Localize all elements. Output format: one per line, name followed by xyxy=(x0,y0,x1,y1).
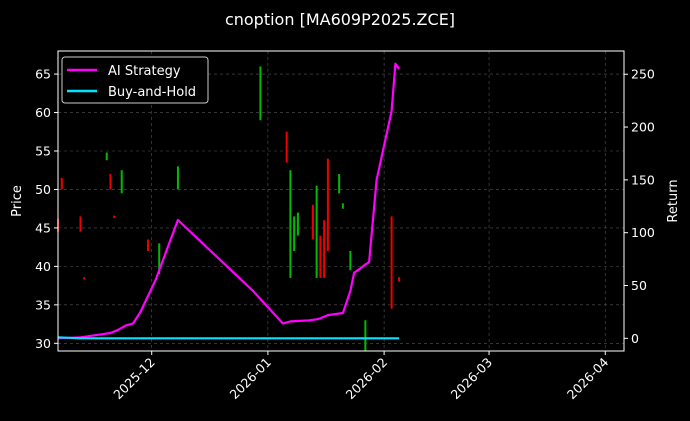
series-line-ai-strategy xyxy=(57,62,401,340)
candle-up xyxy=(120,170,123,194)
candle-up xyxy=(338,174,341,194)
candle-up xyxy=(158,243,161,275)
grid xyxy=(58,51,624,351)
y-tick-label: 30 xyxy=(35,336,51,351)
y-tick-label: 45 xyxy=(35,220,51,235)
y2-tick-label: 50 xyxy=(631,278,647,293)
series-lines xyxy=(57,62,401,340)
y2-tick-label: 200 xyxy=(631,120,655,135)
y2-tick-label: 100 xyxy=(631,225,655,240)
candle-up xyxy=(293,216,296,251)
y2-tick-label: 0 xyxy=(631,331,639,346)
candle-up xyxy=(259,66,262,121)
series-line-buy-and-hold xyxy=(57,336,400,340)
candle-down xyxy=(113,215,116,218)
candle-up xyxy=(289,170,292,278)
y2-axis-label: Return xyxy=(666,179,681,222)
candle-up xyxy=(341,203,344,209)
candle-up xyxy=(349,251,352,271)
y-tick-label: 50 xyxy=(35,182,51,197)
y-tick-label: 65 xyxy=(35,67,51,82)
candle-down xyxy=(390,216,393,309)
candle-up xyxy=(105,152,108,161)
candle-up xyxy=(364,320,367,351)
candle-down xyxy=(319,235,322,278)
legend-label-buy-and-hold: Buy-and-Hold xyxy=(108,85,196,100)
candle-down xyxy=(79,216,82,232)
candle-down xyxy=(109,174,112,190)
y-tick-label: 40 xyxy=(35,259,51,274)
candle-up xyxy=(315,185,318,278)
candle-down xyxy=(146,239,149,251)
candle-up xyxy=(176,166,179,190)
candle-down xyxy=(60,177,63,190)
y-tick-label: 35 xyxy=(35,297,51,312)
y2-tick-label: 250 xyxy=(631,67,655,82)
y2-tick-label: 150 xyxy=(631,172,655,187)
legend-label-ai-strategy: AI Strategy xyxy=(108,64,181,79)
candle-down xyxy=(83,277,86,280)
y-axis-label: Price xyxy=(10,185,25,217)
candles xyxy=(57,66,401,351)
plot-frame xyxy=(57,50,625,352)
candle-down xyxy=(311,204,314,240)
legend-box xyxy=(61,56,209,104)
candle-down xyxy=(285,131,288,163)
candle-down xyxy=(326,158,329,251)
chart-title: cnoption [MA609P2025.ZCE] xyxy=(225,10,455,29)
candle-up xyxy=(296,212,299,236)
y-tick-label: 60 xyxy=(35,105,51,120)
candle-down xyxy=(323,220,326,278)
candle-down xyxy=(398,277,401,282)
legend: AI Strategy Buy-and-Hold xyxy=(61,56,209,104)
y-tick-label: 55 xyxy=(35,144,51,159)
